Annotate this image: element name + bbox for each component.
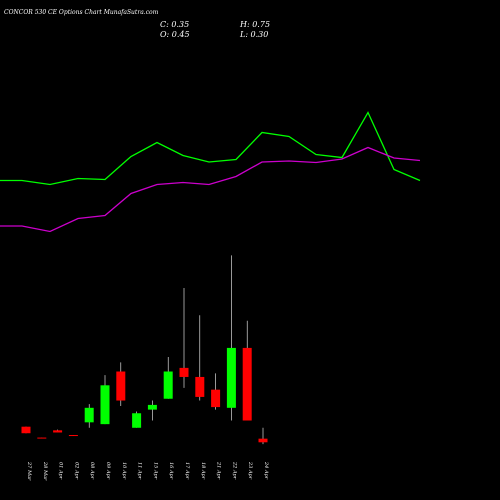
candle-body <box>116 371 126 401</box>
candle-body <box>226 347 236 408</box>
candles <box>21 255 268 445</box>
x-tick-label: 02 Apr <box>73 462 79 480</box>
candle-body <box>21 426 31 434</box>
candle-body <box>242 347 252 421</box>
x-tick-label: 09 Apr <box>105 462 111 480</box>
candle-body <box>100 385 110 425</box>
x-tick-label: 11 Apr <box>137 462 143 480</box>
high-value: H: 0.75 <box>239 20 270 29</box>
x-tick-label: 01 Apr <box>58 462 64 480</box>
chart-title: CONCOR 530 CE Options Chart MunafaSutra.… <box>4 9 159 16</box>
x-tick-label: 28 Mar <box>42 461 48 481</box>
low-value: L: 0.30 <box>239 30 268 39</box>
x-tick-label: 21 Apr <box>216 461 222 480</box>
x-tick-label: 16 Apr <box>168 462 174 480</box>
x-tick-label: 22 Apr <box>231 461 237 480</box>
x-tick-label: 23 Apr <box>247 461 253 480</box>
candle-body <box>211 389 221 408</box>
x-tick-label: 08 Apr <box>89 462 95 480</box>
candle-body <box>37 437 47 439</box>
indicator-line-2 <box>0 146 421 233</box>
candle-body <box>195 376 205 397</box>
indicator-lines <box>0 111 421 233</box>
candle-body <box>53 430 63 433</box>
candle-body <box>68 435 78 437</box>
candle-body <box>84 407 94 423</box>
x-tick-label: 27 Mar <box>26 461 32 481</box>
x-tick-label: 15 Apr <box>152 462 158 480</box>
close-value: C: 0.35 <box>160 20 189 29</box>
x-tick-label: 10 Apr <box>121 462 127 480</box>
x-tick-label: 24 Apr <box>263 461 269 480</box>
candle-body <box>147 404 157 410</box>
indicator-line-1 <box>0 111 421 186</box>
candle-body <box>258 438 268 443</box>
candle-body <box>179 367 189 377</box>
x-tick-label: 17 Apr <box>184 462 190 480</box>
open-value: O: 0.45 <box>160 30 190 39</box>
x-tick-label: 18 Apr <box>200 462 206 480</box>
candle-body <box>163 371 173 399</box>
x-axis: 27 Mar 28 Mar 01 Apr 02 Apr 08 Apr 09 Apr 10 A… <box>26 461 269 481</box>
candle-body <box>132 413 142 428</box>
